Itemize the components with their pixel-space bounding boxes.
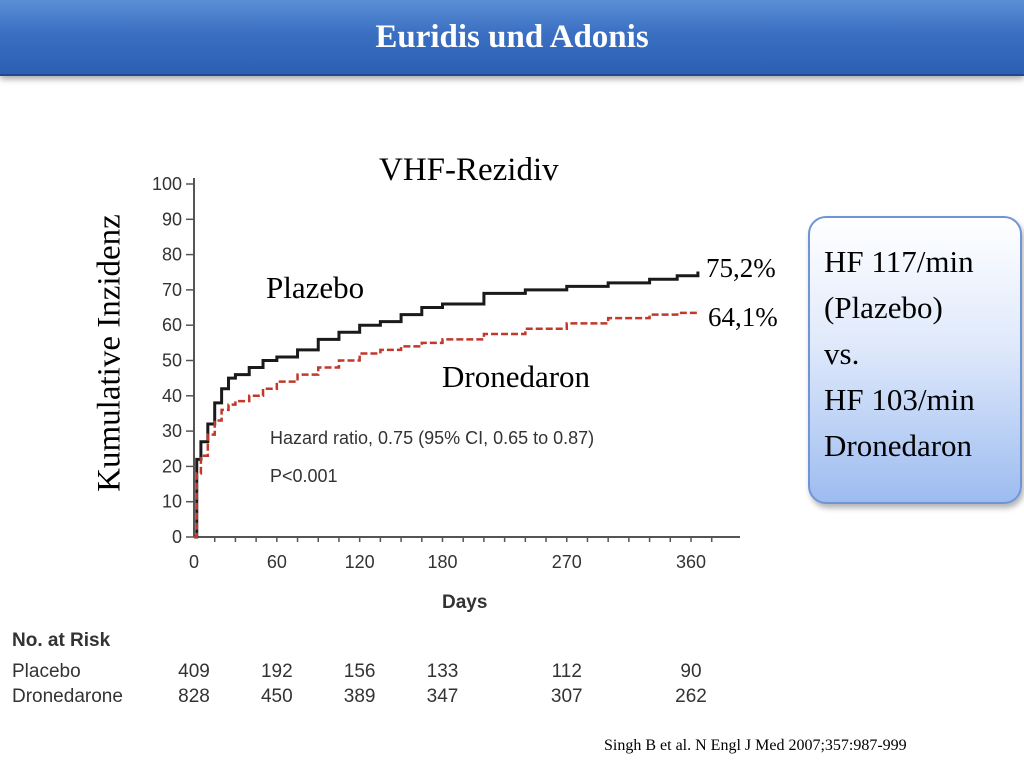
at-risk-row-label: Placebo: [12, 661, 81, 682]
y-tick-label: 40: [162, 386, 182, 406]
x-axis-label: Days: [442, 592, 488, 613]
y-tick-label: 30: [162, 421, 182, 441]
at-risk-header: No. at Risk: [12, 630, 111, 651]
callout-line: HF 103/min: [824, 382, 975, 417]
x-tick-label: 0: [189, 552, 199, 572]
title-bar: Euridis und Adonis: [0, 0, 1024, 76]
callout-line: (Plazebo): [824, 290, 943, 325]
y-tick-label: 50: [162, 351, 182, 371]
at-risk-row-label: Dronedarone: [12, 686, 123, 707]
placebo-curve: [194, 271, 700, 539]
at-risk-value: 192: [260, 661, 293, 682]
x-tick-label: 180: [427, 552, 457, 572]
y-tick-label: 100: [152, 174, 182, 194]
at-risk-value: 156: [343, 661, 376, 682]
callout-line: vs.: [824, 336, 860, 371]
placebo-end-value: 75,2%: [706, 253, 776, 283]
at-risk-value: 307: [550, 686, 583, 707]
at-risk-value: 347: [426, 686, 459, 707]
y-tick-label: 20: [162, 456, 182, 476]
y-tick-label: 60: [162, 315, 182, 335]
x-tick-label: 360: [676, 552, 706, 572]
placebo-label: Plazebo: [266, 270, 365, 305]
at-risk-value: 262: [675, 686, 707, 707]
y-tick-label: 90: [162, 209, 182, 229]
at-risk-value: 133: [426, 661, 459, 682]
callout-line: HF 117/min: [824, 244, 974, 279]
dronedaron-curve: [194, 310, 700, 539]
at-risk-value: 828: [178, 686, 210, 707]
x-tick-label: 60: [267, 552, 287, 572]
slide-title: Euridis und Adonis: [375, 19, 649, 55]
at-risk-value: 409: [178, 661, 210, 682]
callout-line: Dronedaron: [824, 428, 973, 463]
dronedaron-end-value: 64,1%: [708, 302, 778, 332]
y-tick-label: 0: [172, 527, 182, 547]
p-value-text: P<0.001: [270, 466, 338, 486]
hazard-ratio-text: Hazard ratio, 0.75 (95% CI, 0.65 to 0.87…: [270, 428, 595, 448]
at-risk-value: 90: [680, 661, 702, 682]
chart-title: VHF-Rezidiv: [379, 152, 559, 188]
y-tick-label: 70: [162, 280, 182, 300]
at-risk-value: 450: [260, 686, 293, 707]
at-risk-value: 112: [551, 661, 582, 682]
y-tick-label: 80: [162, 245, 182, 265]
x-tick-label: 270: [552, 552, 582, 572]
at-risk-value: 389: [343, 686, 376, 707]
y-tick-label: 10: [162, 492, 182, 512]
citation: Singh B et al. N Engl J Med 2007;357:987…: [604, 737, 907, 754]
x-tick-label: 120: [345, 552, 375, 572]
dronedaron-label: Dronedaron: [442, 359, 591, 394]
heart-rate-callout: HF 117/min (Plazebo) vs. HF 103/min Dron…: [808, 216, 1022, 504]
